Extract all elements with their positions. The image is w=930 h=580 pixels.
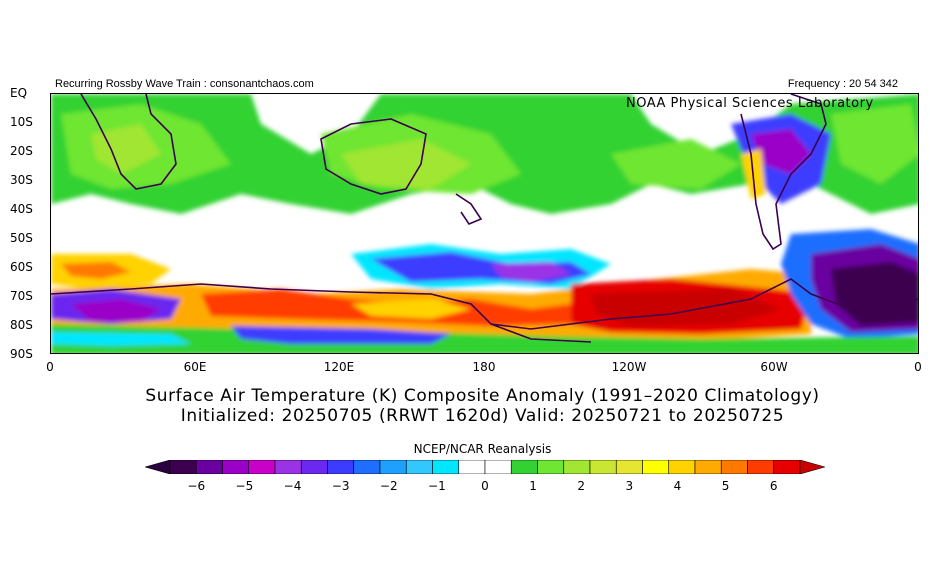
xlabel-0-end: 0 — [914, 360, 922, 374]
xlabel-180: 180 — [472, 360, 496, 374]
colorbar-tick-label: −4 — [283, 479, 302, 493]
map-subtitle: Initialized: 20250705 (RRWT 1620d) Valid… — [180, 406, 785, 426]
colorbar-swatch — [248, 460, 276, 474]
colorbar-tick-label: 0 — [481, 479, 489, 493]
colorbar-swatch — [432, 460, 460, 474]
anomaly-map — [50, 93, 919, 354]
colorbar-low-arrow — [145, 460, 171, 474]
ylabel-60s: 60S — [10, 260, 33, 274]
colorbar-swatch — [510, 460, 538, 474]
colorbar-swatch — [327, 460, 355, 474]
colorbar-swatch — [720, 460, 748, 474]
ylabel-40s: 40S — [10, 202, 33, 216]
colorbar-swatch — [222, 460, 250, 474]
colorbar-title: NCEP/NCAR Reanalysis — [413, 442, 552, 456]
colorbar-swatch — [615, 460, 643, 474]
xlabel-120w: 120W — [611, 360, 647, 374]
ylabel-eq: EQ — [10, 86, 28, 100]
colorbar-high-arrow — [799, 460, 825, 474]
colorbar-tick-label: −1 — [428, 479, 446, 493]
colorbar-swatch — [458, 460, 486, 474]
colorbar-tick-label: 1 — [529, 479, 537, 493]
colorbar-swatch — [589, 460, 617, 474]
colorbar-swatch — [563, 460, 591, 474]
colorbar-swatch — [773, 460, 801, 474]
xlabel-60w: 60W — [760, 360, 788, 374]
colorbar-tick-label: −2 — [379, 479, 398, 493]
map-title: Surface Air Temperature (K) Composite An… — [145, 386, 820, 406]
colorbar-swatch — [668, 460, 696, 474]
colorbar — [145, 460, 825, 474]
colorbar-swatch — [379, 460, 407, 474]
colorbar-swatch — [405, 460, 433, 474]
colorbar-tick-label: −3 — [331, 479, 350, 493]
colorbar-swatch — [195, 460, 223, 474]
lab-label: NOAA Physical Sciences Laboratory — [626, 96, 874, 111]
xlabel-0: 0 — [46, 360, 54, 374]
colorbar-swatch — [353, 460, 381, 474]
xlabel-120e: 120E — [323, 360, 355, 374]
colorbar-swatch — [484, 460, 512, 474]
ylabel-10s: 10S — [10, 115, 33, 129]
colorbar-tick-label: 6 — [769, 479, 778, 493]
colorbar-tick-label: 5 — [721, 479, 730, 493]
colorbar-swatch — [642, 460, 670, 474]
colorbar-swatch — [694, 460, 722, 474]
xlabel-60e: 60E — [183, 360, 207, 374]
colorbar-swatch — [537, 460, 565, 474]
colorbar-tick-label: −6 — [187, 479, 206, 493]
ylabel-30s: 30S — [10, 173, 33, 187]
colorbar-swatch — [747, 460, 775, 474]
colorbar-tick-label: −5 — [235, 479, 254, 493]
colorbar-swatch — [274, 460, 302, 474]
ylabel-70s: 70S — [10, 289, 33, 303]
credit-text: Recurring Rossby Wave Train : consonantc… — [55, 78, 314, 90]
colorbar-tick-label: 2 — [577, 479, 586, 493]
ylabel-50s: 50S — [10, 231, 33, 245]
ylabel-20s: 20S — [10, 144, 33, 158]
ylabel-80s: 80S — [10, 318, 33, 332]
colorbar-swatch — [169, 460, 197, 474]
colorbar-tick-label: 3 — [625, 479, 634, 493]
colorbar-swatch — [300, 460, 328, 474]
frequency-text: Frequency : 20 54 342 — [787, 78, 898, 90]
ylabel-90s: 90S — [10, 347, 33, 361]
colorbar-tick-label: 4 — [673, 479, 682, 493]
